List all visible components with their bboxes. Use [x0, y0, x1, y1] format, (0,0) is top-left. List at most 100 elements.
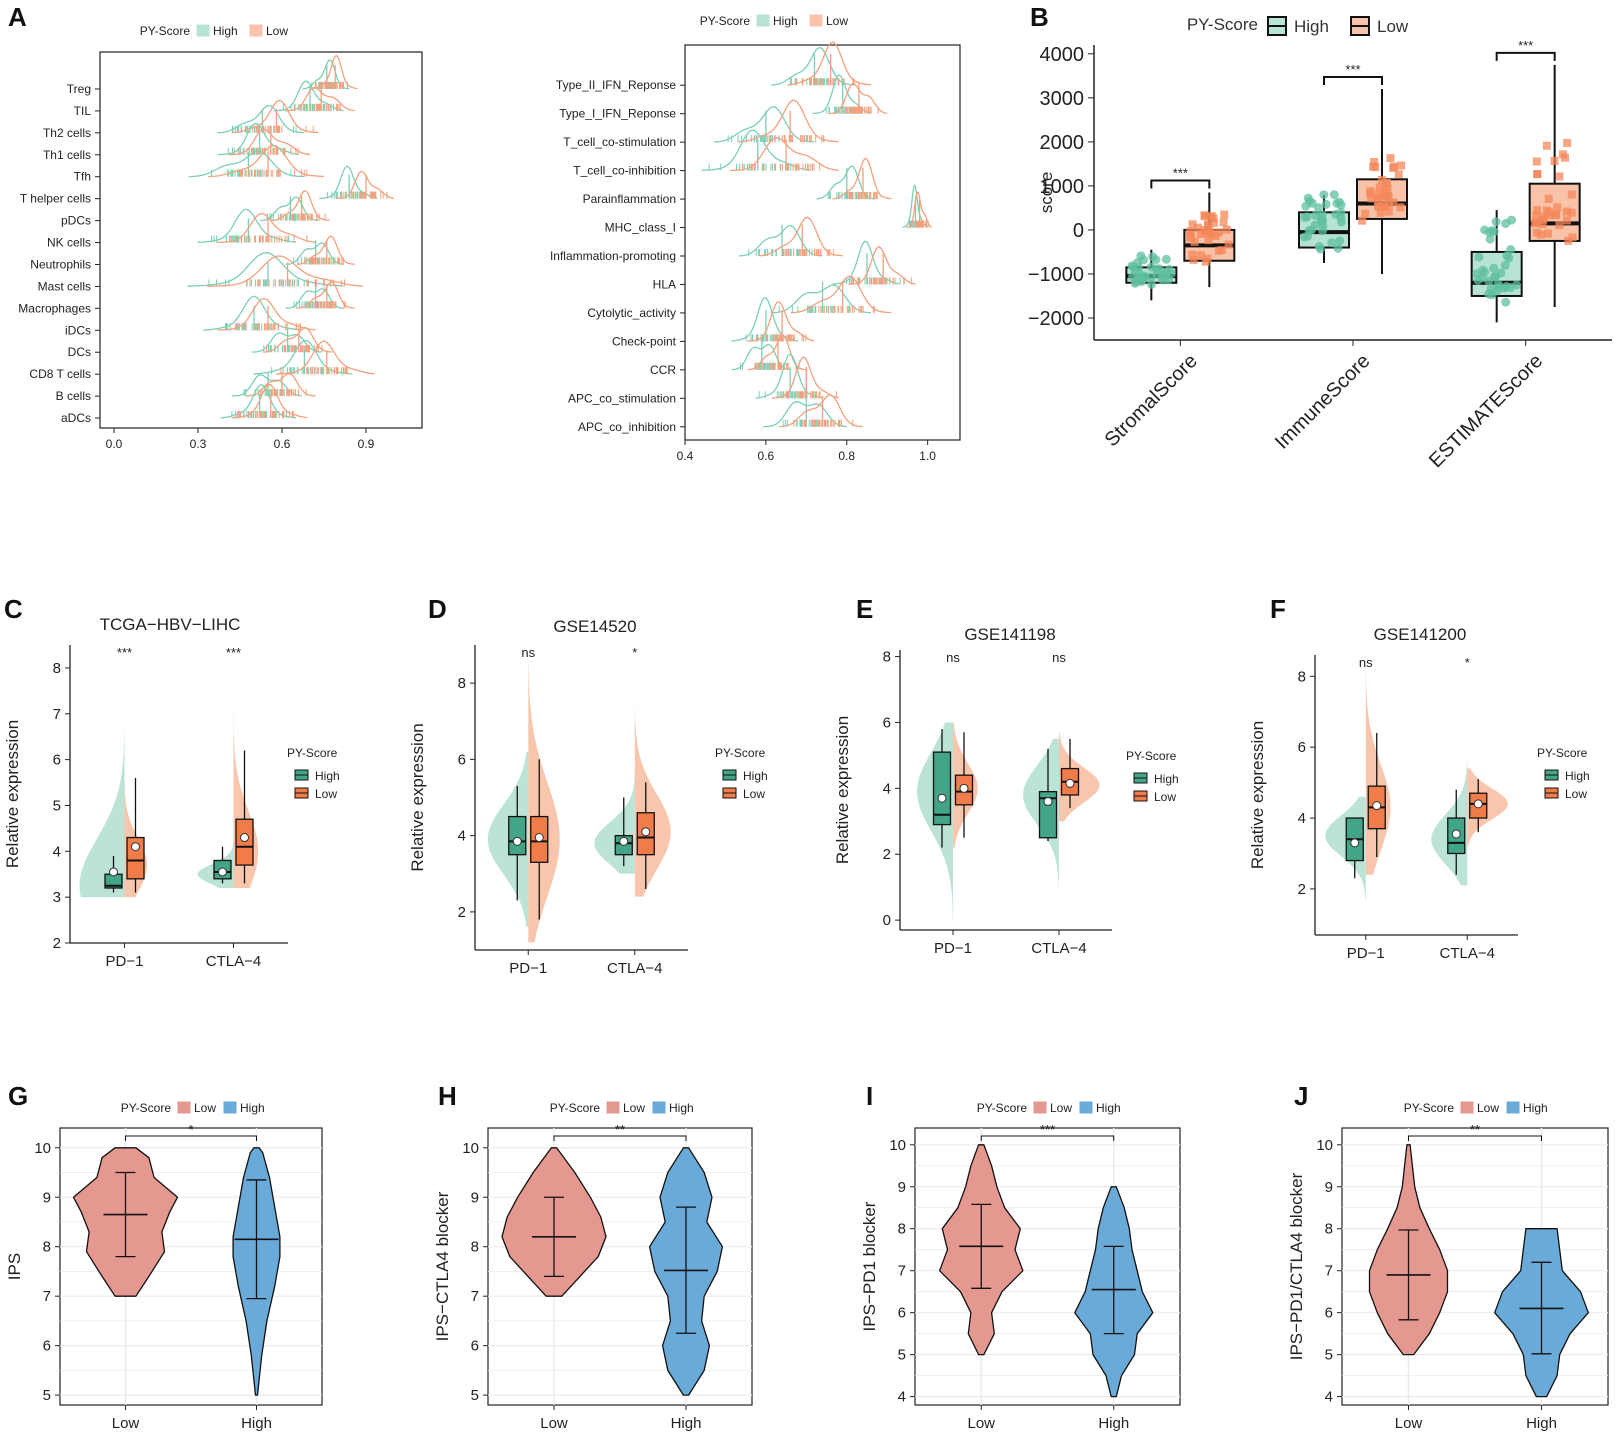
legend-label-low: Low [315, 787, 337, 801]
data-point-low [1196, 229, 1205, 238]
data-point-low [1209, 214, 1218, 223]
chart-title: TCGA−HBV−LIHC [100, 615, 241, 634]
mean-point-low [240, 833, 249, 843]
violin-half-low [1059, 732, 1100, 822]
data-point-low [1188, 220, 1197, 229]
legend-key-high [651, 1100, 667, 1115]
y-tick-label: 8 [1325, 1221, 1333, 1238]
y-tick-label: 2 [53, 935, 61, 952]
panel-d: 2 4 6 8 Relative expression GSE14520 PD−1 ns CTL… [408, 594, 768, 977]
significance-label: ns [1359, 655, 1373, 670]
significance-label: ** [615, 1122, 625, 1137]
y-tick-label: Check-point [612, 334, 677, 348]
data-point-low [1203, 220, 1212, 229]
panel-label: G [8, 1081, 28, 1111]
legend-label-high: High [743, 769, 768, 783]
y-tick-label: 3 [53, 889, 61, 906]
x-tick-label: PD−1 [106, 953, 144, 970]
data-point-high [1485, 234, 1495, 244]
data-point-high [1313, 203, 1323, 213]
y-tick-label: 0 [883, 912, 891, 929]
data-point-low [1568, 233, 1577, 242]
data-point-high [1480, 225, 1490, 235]
legend-title: PY-Score [550, 1101, 601, 1115]
legend-key-low [248, 23, 264, 38]
y-tick-label: Type_I_IFN_Reponse [559, 107, 676, 121]
y-tick-label: 9 [43, 1189, 51, 1206]
density-curve-high [203, 295, 302, 331]
y-axis-label: score [1037, 172, 1056, 214]
y-axis-label: IPS−PD1/CTLA4 blocker [1287, 1172, 1306, 1360]
significance-bracket [1495, 51, 1556, 61]
data-point-high [1300, 212, 1310, 222]
mean-point-high [512, 836, 522, 846]
data-point-high [1507, 215, 1517, 225]
data-point-low [1186, 227, 1195, 236]
y-axis-label: Relative expression [408, 723, 427, 871]
data-point-low [1361, 209, 1370, 218]
mean-point-low [641, 827, 651, 837]
data-point-high [1331, 209, 1341, 219]
legend-label-high: High [1523, 1101, 1548, 1115]
significance-bracket [125, 1135, 257, 1141]
y-tick-label: 6 [53, 752, 61, 769]
panel-i: 4 5 6 7 8 9 10 IPS−PD1 blocker Low High *** PY-Scor… [860, 1081, 1181, 1432]
data-point-high [1506, 245, 1516, 255]
significance-label: *** [1345, 62, 1360, 77]
density-curve-low [217, 212, 316, 244]
data-point-low [1189, 255, 1198, 264]
panel-label: I [866, 1081, 873, 1111]
data-point-low [1386, 154, 1395, 163]
y-tick-label: 7 [53, 706, 61, 723]
y-tick-label: 6 [1325, 1305, 1333, 1322]
x-tick-label: 0.0 [106, 437, 123, 451]
data-point-high [1151, 255, 1161, 265]
y-axis-label: IPS [5, 1253, 24, 1280]
legend-title: PY-Score [715, 746, 766, 760]
data-point-high [1335, 236, 1345, 246]
panel-label: B [1030, 2, 1049, 32]
legend-title: PY-Score [287, 746, 338, 760]
y-tick-label: 8 [458, 675, 466, 692]
legend-key-high [755, 13, 771, 28]
y-tick-label: 2 [458, 904, 466, 921]
significance-bracket [1323, 76, 1383, 86]
y-tick-label: 2 [883, 846, 891, 863]
y-tick-label: 3000 [1040, 88, 1085, 110]
x-tick-label: 0.4 [677, 449, 694, 463]
y-tick-label: Macrophages [18, 301, 91, 315]
data-point-low [1186, 231, 1195, 240]
legend-label-low: Low [266, 24, 288, 38]
mean-point-low [131, 842, 140, 852]
data-point-low [1384, 199, 1393, 208]
panel-b: −2000 −1000 0 1000 2000 3000 4000 score StromalS… [1028, 2, 1612, 472]
box-low [235, 818, 254, 866]
data-point-high [1501, 297, 1511, 307]
legend-title: PY-Score [1187, 15, 1258, 34]
data-point-low [1394, 170, 1403, 179]
y-tick-label: 5 [898, 1347, 906, 1364]
density-curve-low [206, 255, 364, 287]
data-point-low [1222, 225, 1231, 234]
y-tick-label: 4000 [1040, 44, 1085, 66]
legend-title: PY-Score [121, 1101, 172, 1115]
density-curve-low [262, 326, 333, 353]
legend-label-low: Low [743, 787, 765, 801]
violin-half-low [1365, 658, 1391, 875]
x-tick-label: Low [540, 1415, 568, 1432]
x-tick-label: 0.8 [838, 449, 855, 463]
data-point-low [1567, 208, 1576, 217]
y-tick-label: iDCs [65, 323, 91, 337]
y-axis-label: Relative expression [833, 716, 852, 864]
density-curve-low [231, 99, 319, 134]
data-point-low [1373, 202, 1382, 211]
mean-point-high [619, 836, 629, 846]
data-point-high [1490, 272, 1500, 282]
data-point-low [1379, 201, 1388, 210]
data-point-low [1550, 156, 1559, 165]
density-curve-high [755, 353, 823, 399]
y-tick-label: DCs [68, 345, 91, 359]
panel-label: F [1270, 594, 1286, 624]
data-point-low [1203, 254, 1212, 263]
panel-label: J [1294, 1081, 1308, 1111]
